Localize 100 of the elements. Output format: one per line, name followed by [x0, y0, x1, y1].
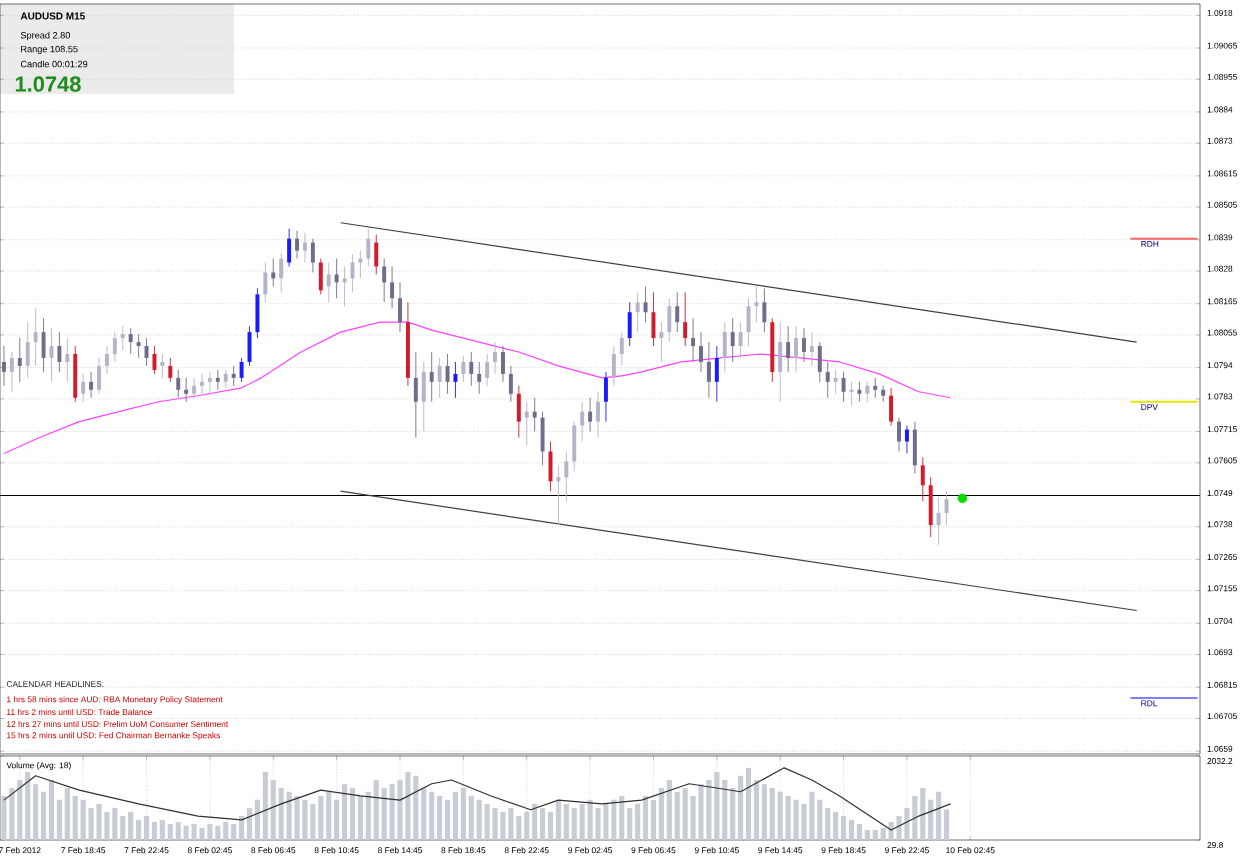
- candlestick: [1, 345, 6, 387]
- candlestick: [611, 345, 616, 387]
- bar: [167, 824, 173, 840]
- candlestick: [136, 333, 141, 359]
- candlestick: [627, 301, 632, 347]
- candlestick: [762, 287, 767, 333]
- bar: [246, 808, 253, 840]
- candlestick: [817, 341, 822, 383]
- candlestick: [833, 369, 838, 395]
- bar: [722, 780, 728, 840]
- bar: [159, 819, 165, 840]
- candlestick: [596, 391, 600, 438]
- bar: [706, 780, 712, 840]
- candlestick: [263, 262, 268, 303]
- candlestick: [207, 371, 212, 393]
- candlestick: [429, 351, 434, 403]
- bar: [912, 795, 918, 840]
- candlestick: [168, 357, 173, 383]
- candlestick: [334, 258, 339, 299]
- candlestick: [730, 317, 735, 363]
- candlestick: [928, 476, 933, 538]
- bar: [920, 787, 926, 840]
- bar: [444, 799, 451, 840]
- candlestick: [310, 238, 315, 273]
- candlestick: [920, 456, 925, 502]
- candlestick: [485, 353, 490, 387]
- candlestick: [651, 291, 656, 347]
- bar: [96, 803, 102, 840]
- bar: [682, 787, 688, 840]
- candlestick: [57, 331, 62, 373]
- candlestick: [65, 337, 70, 383]
- bar: [80, 799, 86, 840]
- line-series: [3, 767, 952, 831]
- candlestick: [342, 266, 347, 307]
- bar: [302, 799, 308, 840]
- candlestick: [516, 385, 521, 438]
- bar: [136, 819, 142, 840]
- candlestick: [889, 387, 894, 427]
- bar: [587, 799, 593, 840]
- candlestick: [358, 250, 363, 279]
- bar: [769, 787, 775, 840]
- line-series: [3, 321, 952, 455]
- candlestick: [794, 325, 799, 373]
- bar: [104, 811, 110, 840]
- bar: [405, 772, 411, 840]
- bar: [785, 795, 791, 840]
- bar: [500, 811, 506, 840]
- candlestick: [33, 307, 38, 367]
- bar: [183, 825, 189, 840]
- candlestick: [659, 321, 664, 363]
- bar: [880, 827, 886, 840]
- candlestick: [445, 353, 450, 395]
- candlestick: [279, 252, 284, 293]
- bar: [745, 767, 752, 840]
- candlestick: [786, 325, 791, 373]
- bar: [492, 808, 498, 840]
- bar: [381, 787, 387, 840]
- candlestick: [192, 377, 197, 399]
- candlestick: [89, 371, 94, 399]
- bar: [595, 808, 601, 840]
- candlestick: [706, 341, 711, 399]
- bar: [540, 808, 546, 840]
- candlestick: [801, 327, 806, 363]
- candlestick: [255, 287, 260, 339]
- candlestick: [699, 331, 703, 373]
- candlestick: [540, 411, 545, 466]
- candlestick: [326, 262, 331, 303]
- candlestick: [152, 345, 157, 375]
- bar: [833, 811, 839, 840]
- candlestick: [912, 421, 917, 474]
- candlestick: [413, 351, 418, 438]
- bar: [278, 787, 284, 840]
- candlestick: [873, 377, 878, 399]
- bar: [508, 808, 514, 840]
- candlestick: [603, 371, 608, 423]
- bar: [619, 795, 625, 840]
- candlestick: [239, 357, 244, 383]
- candlestick: [588, 397, 593, 432]
- bar: [373, 780, 379, 840]
- bar: [310, 803, 316, 840]
- candlestick: [382, 258, 387, 303]
- candlestick: [469, 351, 474, 387]
- candlestick: [841, 371, 846, 403]
- candlestick: [493, 341, 498, 375]
- candlestick: [532, 397, 537, 432]
- bar: [199, 827, 205, 840]
- bar: [666, 780, 672, 840]
- bar: [825, 808, 831, 840]
- candlestick: [691, 317, 696, 363]
- candlestick: [128, 327, 133, 355]
- candlestick: [572, 421, 577, 472]
- bar: [286, 791, 292, 840]
- bar: [262, 772, 268, 840]
- bar: [397, 780, 403, 840]
- bar: [761, 784, 767, 840]
- bar: [191, 824, 197, 840]
- bar: [429, 791, 435, 840]
- bar: [840, 816, 847, 840]
- bar: [579, 803, 585, 840]
- bar: [48, 780, 55, 840]
